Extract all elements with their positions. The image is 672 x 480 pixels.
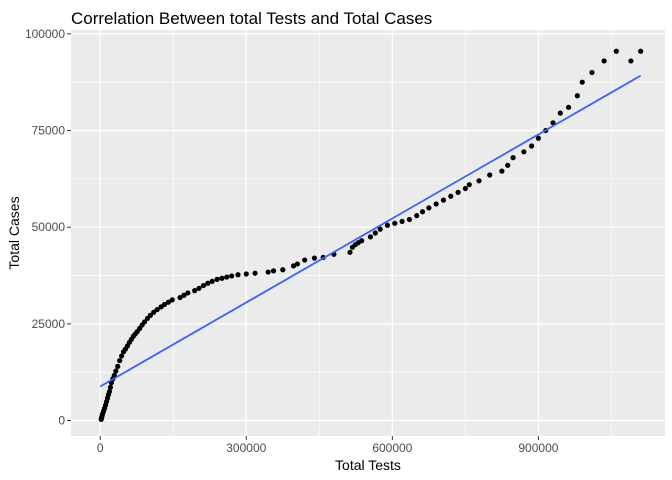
data-point (311, 255, 318, 261)
data-point (113, 368, 119, 374)
data-point (106, 388, 113, 395)
data-point (579, 79, 585, 85)
data-point (200, 282, 207, 289)
x-tick-label: 600000 (372, 441, 412, 455)
data-point (161, 301, 168, 308)
data-point (487, 172, 493, 178)
data-point (601, 58, 607, 64)
data-point (476, 178, 482, 184)
data-point (638, 48, 644, 54)
data-point (589, 69, 595, 76)
data-point (628, 58, 634, 64)
grid-major (71, 30, 665, 436)
data-point (119, 353, 125, 359)
data-point (165, 299, 171, 305)
data-point (169, 297, 175, 303)
data-point (235, 272, 241, 278)
data-point (557, 110, 563, 116)
x-axis-title: Total Tests (335, 457, 401, 473)
data-point (347, 249, 353, 255)
x-axis-ticks: 0 300000 600000 900000 (97, 436, 559, 455)
data-point (290, 263, 297, 269)
data-point (117, 358, 123, 364)
data-point (214, 276, 220, 282)
data-point (147, 312, 153, 318)
data-point (270, 268, 277, 274)
chart-title: Correlation Between total Tests and Tota… (71, 9, 432, 28)
data-point (111, 372, 117, 378)
data-point (392, 220, 398, 226)
data-point (209, 278, 215, 284)
data-point (141, 319, 148, 325)
data-point (399, 218, 405, 224)
data-point (181, 292, 187, 298)
data-point (466, 182, 472, 188)
data-point (265, 269, 271, 275)
data-point (528, 143, 535, 149)
y-tick-label: 25000 (32, 317, 66, 331)
data-point (414, 213, 420, 219)
data-point (574, 93, 580, 99)
data-point (185, 290, 191, 296)
data-point (224, 274, 230, 280)
data-point (505, 162, 511, 168)
data-point (192, 288, 198, 294)
data-point (229, 273, 235, 279)
data-point (154, 306, 160, 313)
data-point (302, 257, 308, 263)
y-tick-label: 0 (58, 414, 65, 428)
data-point (521, 149, 527, 155)
data-point (177, 294, 183, 301)
y-axis-ticks: 0 25000 50000 75000 100000 (25, 27, 71, 428)
data-point (243, 271, 249, 277)
data-point (384, 222, 391, 228)
data-point (426, 205, 432, 211)
data-point (455, 189, 461, 195)
y-tick-label: 75000 (32, 124, 66, 138)
trend-line (99, 74, 642, 388)
data-point (196, 285, 202, 291)
data-point (419, 209, 426, 215)
data-point (433, 201, 439, 207)
data-point (372, 230, 378, 236)
data-point (550, 120, 556, 126)
data-point (440, 197, 447, 203)
data-point (280, 267, 286, 273)
y-tick-label: 100000 (25, 27, 65, 41)
y-axis-title: Total Cases (6, 196, 22, 269)
data-point (499, 168, 505, 174)
data-point (462, 185, 468, 192)
data-point (294, 261, 301, 267)
data-points (98, 48, 644, 422)
data-point (115, 363, 121, 369)
x-tick-label: 0 (97, 441, 104, 455)
x-tick-label: 300000 (226, 441, 266, 455)
data-point (613, 48, 619, 54)
data-point (219, 275, 225, 281)
data-point (107, 384, 114, 390)
x-tick-label: 900000 (518, 441, 558, 455)
data-point (535, 135, 542, 141)
data-point (565, 104, 572, 110)
data-point (252, 270, 258, 276)
data-point (510, 155, 516, 161)
y-tick-label: 50000 (32, 220, 66, 234)
grid-minor (71, 30, 665, 436)
data-point (448, 193, 454, 199)
data-point (367, 234, 374, 240)
data-point (406, 216, 412, 223)
data-point (205, 280, 211, 286)
data-point (377, 226, 383, 232)
data-point (359, 238, 365, 244)
